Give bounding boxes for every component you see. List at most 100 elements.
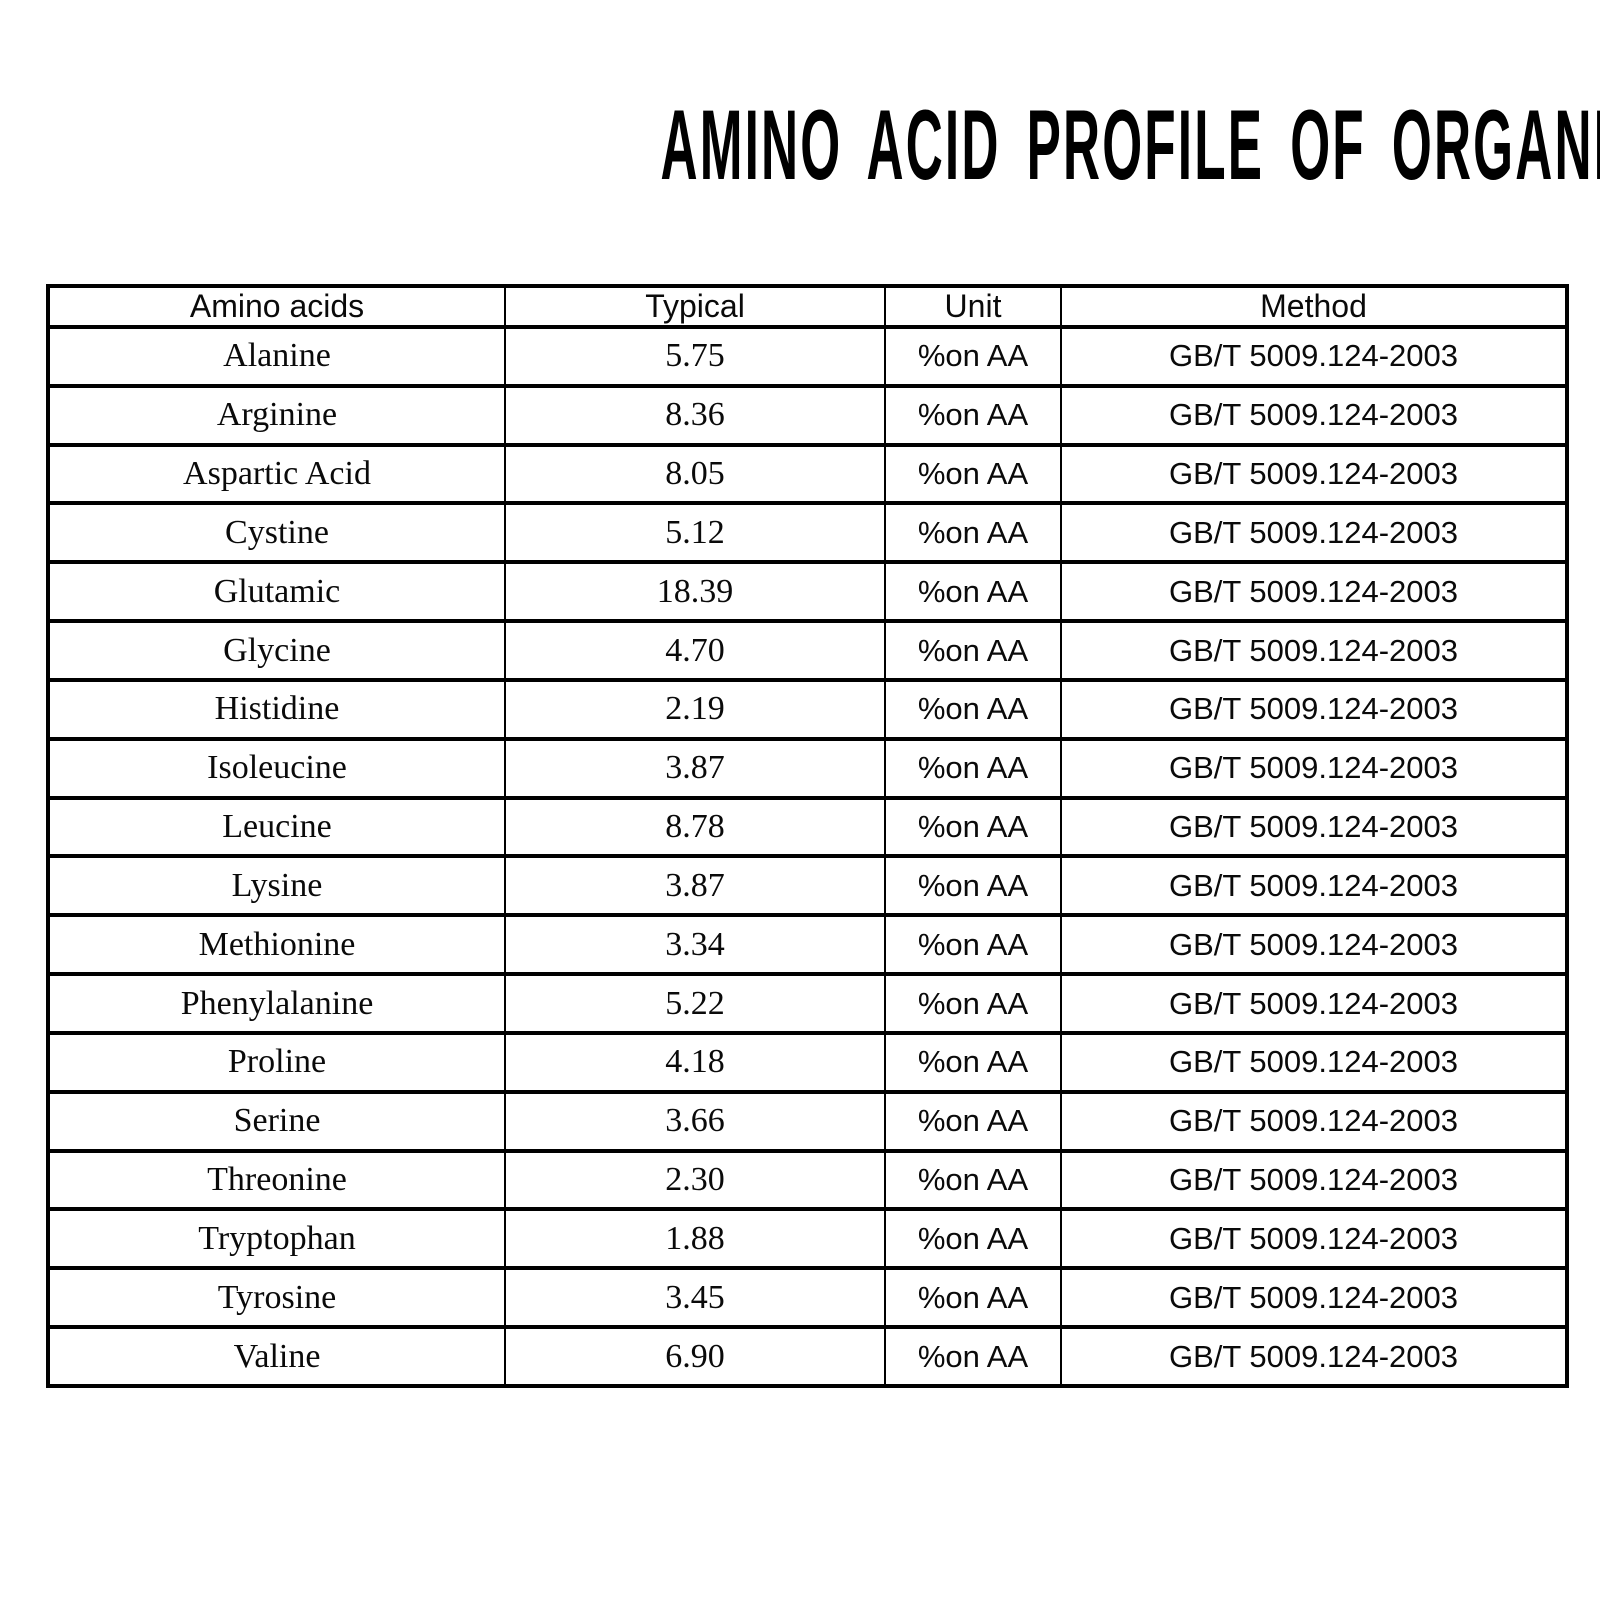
cell-amino-acid: Tryptophan — [47, 1207, 506, 1271]
cell-typical: 5.12 — [504, 501, 886, 565]
cell-unit: %on AA — [884, 1089, 1062, 1153]
cell-amino-acid: Glycine — [47, 619, 506, 682]
cell-amino-acid: Arginine — [47, 383, 506, 447]
table-row: Histidine 2.19 %on AA GB/T 5009.124-2003 — [47, 677, 1568, 741]
table-row: Cystine 5.12 %on AA GB/T 5009.124-2003 — [47, 501, 1568, 565]
cell-amino-acid: Isoleucine — [47, 736, 506, 800]
cell-amino-acid: Histidine — [47, 677, 506, 741]
table-row: Valine 6.90 %on AA GB/T 5009.124-2003 — [47, 1325, 1568, 1388]
table-row: Proline 4.18 %on AA GB/T 5009.124-2003 — [47, 1030, 1568, 1094]
cell-unit: %on AA — [884, 1148, 1062, 1212]
cell-amino-acid: Lysine — [47, 854, 506, 918]
table-row: Phenylalanine 5.22 %on AA GB/T 5009.124-… — [47, 972, 1568, 1035]
cell-amino-acid: Cystine — [47, 501, 506, 565]
cell-amino-acid: Threonine — [47, 1148, 506, 1212]
cell-unit: %on AA — [884, 795, 1062, 859]
table-row: Threonine 2.30 %on AA GB/T 5009.124-2003 — [47, 1148, 1568, 1212]
cell-typical: 1.88 — [504, 1207, 886, 1271]
page-title: AMINO ACID PROFILE OF ORGANIC RICE PROTE… — [660, 89, 1600, 201]
table-row: Glycine 4.70 %on AA GB/T 5009.124-2003 — [47, 619, 1568, 682]
cell-amino-acid: Glutamic — [47, 560, 506, 624]
cell-method: GB/T 5009.124-2003 — [1060, 1207, 1568, 1271]
column-header-typical: Typical — [504, 284, 886, 329]
header-row: Amino acids Typical Unit Method — [47, 284, 1568, 329]
column-header-method: Method — [1060, 284, 1568, 329]
cell-unit: %on AA — [884, 1266, 1062, 1330]
cell-unit: %on AA — [884, 619, 1062, 682]
cell-amino-acid: Alanine — [47, 325, 506, 388]
cell-amino-acid: Tyrosine — [47, 1266, 506, 1330]
cell-typical: 3.87 — [504, 854, 886, 918]
cell-unit: %on AA — [884, 501, 1062, 565]
cell-amino-acid: Phenylalanine — [47, 972, 506, 1035]
amino-acid-table: Amino acids Typical Unit Method Alanine … — [46, 284, 1569, 1388]
table-row: Alanine 5.75 %on AA GB/T 5009.124-2003 — [47, 325, 1568, 388]
cell-method: GB/T 5009.124-2003 — [1060, 560, 1568, 624]
cell-typical: 5.22 — [504, 972, 886, 1035]
table-row: Aspartic Acid 8.05 %on AA GB/T 5009.124-… — [47, 442, 1568, 506]
cell-method: GB/T 5009.124-2003 — [1060, 1148, 1568, 1212]
cell-unit: %on AA — [884, 972, 1062, 1035]
cell-typical: 4.70 — [504, 619, 886, 682]
cell-method: GB/T 5009.124-2003 — [1060, 972, 1568, 1035]
cell-method: GB/T 5009.124-2003 — [1060, 1089, 1568, 1153]
cell-typical: 8.36 — [504, 383, 886, 447]
table-row: Lysine 3.87 %on AA GB/T 5009.124-2003 — [47, 854, 1568, 918]
column-header-amino-acids: Amino acids — [47, 284, 506, 329]
cell-unit: %on AA — [884, 736, 1062, 800]
cell-unit: %on AA — [884, 325, 1062, 388]
cell-method: GB/T 5009.124-2003 — [1060, 677, 1568, 741]
cell-typical: 8.05 — [504, 442, 886, 506]
cell-method: GB/T 5009.124-2003 — [1060, 619, 1568, 682]
cell-typical: 3.66 — [504, 1089, 886, 1153]
cell-unit: %on AA — [884, 677, 1062, 741]
cell-method: GB/T 5009.124-2003 — [1060, 854, 1568, 918]
cell-method: GB/T 5009.124-2003 — [1060, 383, 1568, 447]
title-container: AMINO ACID PROFILE OF ORGANIC RICE PROTE… — [0, 0, 1600, 195]
cell-unit: %on AA — [884, 442, 1062, 506]
cell-method: GB/T 5009.124-2003 — [1060, 325, 1568, 388]
cell-amino-acid: Valine — [47, 1325, 506, 1388]
cell-unit: %on AA — [884, 854, 1062, 918]
cell-method: GB/T 5009.124-2003 — [1060, 913, 1568, 977]
column-header-unit: Unit — [884, 284, 1062, 329]
cell-typical: 3.34 — [504, 913, 886, 977]
cell-amino-acid: Serine — [47, 1089, 506, 1153]
cell-typical: 8.78 — [504, 795, 886, 859]
cell-typical: 5.75 — [504, 325, 886, 388]
cell-typical: 2.19 — [504, 677, 886, 741]
table-row: Arginine 8.36 %on AA GB/T 5009.124-2003 — [47, 383, 1568, 447]
cell-amino-acid: Aspartic Acid — [47, 442, 506, 506]
cell-method: GB/T 5009.124-2003 — [1060, 1030, 1568, 1094]
cell-unit: %on AA — [884, 1207, 1062, 1271]
cell-typical: 18.39 — [504, 560, 886, 624]
cell-method: GB/T 5009.124-2003 — [1060, 442, 1568, 506]
cell-method: GB/T 5009.124-2003 — [1060, 1266, 1568, 1330]
cell-typical: 4.18 — [504, 1030, 886, 1094]
cell-amino-acid: Methionine — [47, 913, 506, 977]
table-row: Serine 3.66 %on AA GB/T 5009.124-2003 — [47, 1089, 1568, 1153]
cell-amino-acid: Proline — [47, 1030, 506, 1094]
cell-method: GB/T 5009.124-2003 — [1060, 795, 1568, 859]
cell-amino-acid: Leucine — [47, 795, 506, 859]
cell-unit: %on AA — [884, 383, 1062, 447]
cell-typical: 6.90 — [504, 1325, 886, 1388]
cell-typical: 3.87 — [504, 736, 886, 800]
table-row: Isoleucine 3.87 %on AA GB/T 5009.124-200… — [47, 736, 1568, 800]
cell-method: GB/T 5009.124-2003 — [1060, 736, 1568, 800]
cell-unit: %on AA — [884, 1030, 1062, 1094]
table-body: Alanine 5.75 %on AA GB/T 5009.124-2003 A… — [47, 325, 1568, 1388]
table-header: Amino acids Typical Unit Method — [47, 284, 1568, 329]
table-row: Methionine 3.34 %on AA GB/T 5009.124-200… — [47, 913, 1568, 977]
cell-unit: %on AA — [884, 1325, 1062, 1388]
cell-unit: %on AA — [884, 913, 1062, 977]
table-row: Glutamic 18.39 %on AA GB/T 5009.124-2003 — [47, 560, 1568, 624]
cell-typical: 3.45 — [504, 1266, 886, 1330]
table-row: Tryptophan 1.88 %on AA GB/T 5009.124-200… — [47, 1207, 1568, 1271]
cell-typical: 2.30 — [504, 1148, 886, 1212]
table-row: Leucine 8.78 %on AA GB/T 5009.124-2003 — [47, 795, 1568, 859]
cell-unit: %on AA — [884, 560, 1062, 624]
cell-method: GB/T 5009.124-2003 — [1060, 1325, 1568, 1388]
table-row: Tyrosine 3.45 %on AA GB/T 5009.124-2003 — [47, 1266, 1568, 1330]
